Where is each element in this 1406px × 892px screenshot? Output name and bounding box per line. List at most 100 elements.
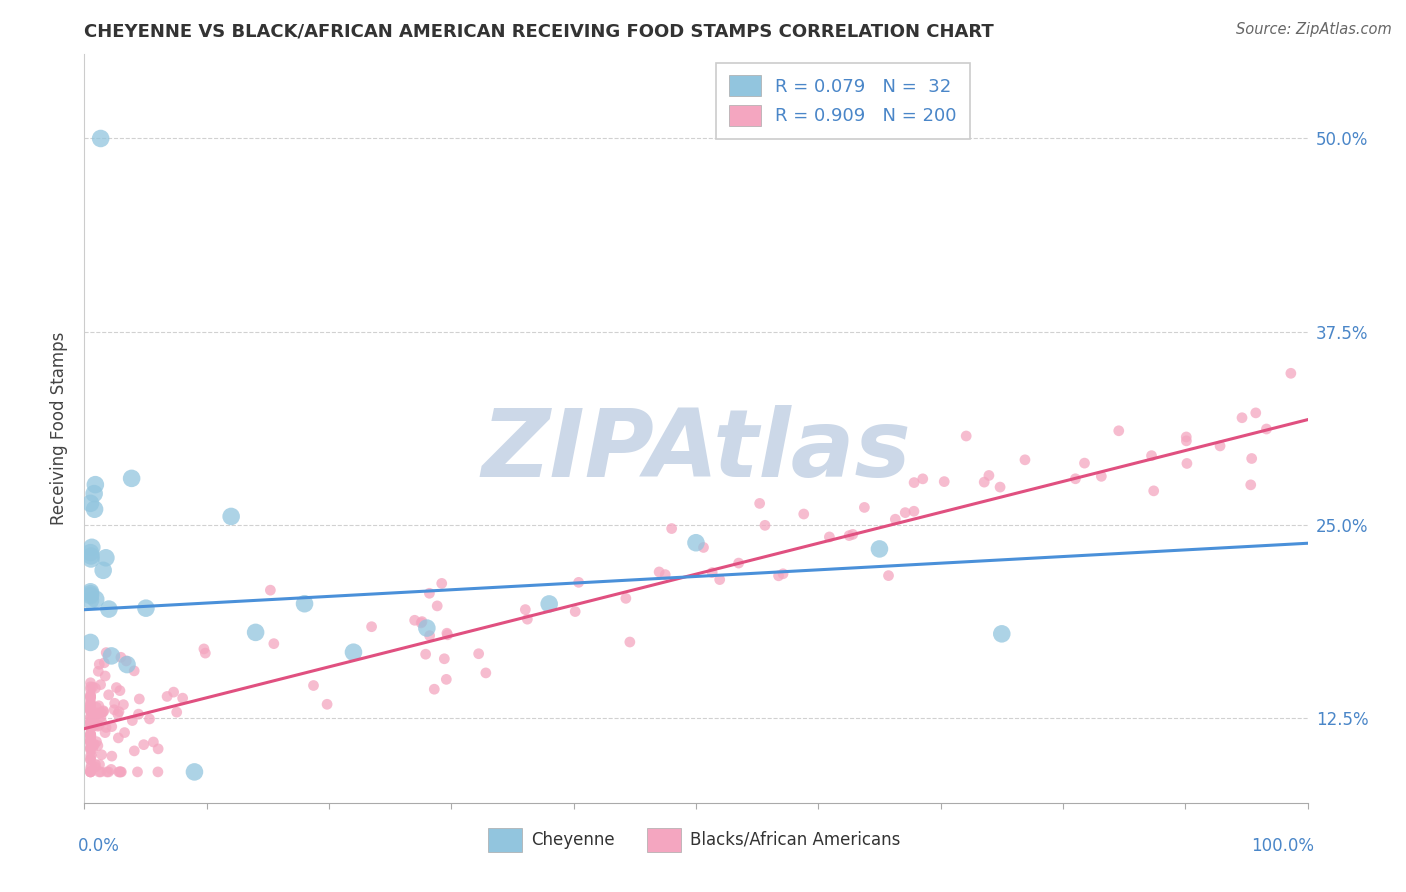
Point: [79, 593, 101, 607]
Point: [105, 681, 128, 695]
Point: [79, 764, 101, 779]
Point: [434, 673, 457, 687]
Point: [692, 541, 714, 555]
Point: [467, 647, 489, 661]
Point: [1014, 452, 1036, 467]
Point: [146, 764, 169, 779]
Point: [87, 665, 110, 679]
Point: [108, 764, 131, 779]
Point: [1140, 449, 1163, 463]
Point: [83, 710, 105, 724]
Point: [87, 698, 110, 713]
Point: [90, 678, 112, 692]
Text: 0.0%: 0.0%: [79, 837, 120, 855]
Point: [1209, 439, 1232, 453]
Point: [245, 625, 267, 640]
FancyBboxPatch shape: [647, 828, 682, 852]
Point: [79, 731, 101, 746]
Text: Blacks/African Americans: Blacks/African Americans: [690, 830, 900, 848]
Point: [1256, 422, 1278, 436]
Point: [302, 679, 325, 693]
Point: [124, 744, 146, 758]
Point: [79, 691, 101, 706]
Point: [122, 664, 145, 678]
Point: [768, 569, 790, 583]
Point: [436, 626, 458, 640]
Point: [475, 665, 498, 680]
Point: [538, 597, 561, 611]
Point: [83, 737, 105, 751]
Point: [79, 699, 101, 714]
Point: [90, 764, 112, 779]
Point: [127, 764, 149, 779]
Point: [911, 472, 934, 486]
Point: [1064, 472, 1087, 486]
Point: [87, 718, 110, 732]
Point: [1279, 367, 1302, 381]
Point: [988, 480, 1011, 494]
Point: [80, 541, 103, 555]
Point: [973, 475, 995, 489]
Point: [648, 565, 671, 579]
Point: [654, 567, 676, 582]
Point: [82, 716, 104, 731]
Point: [82, 706, 104, 721]
Point: [115, 654, 138, 668]
Point: [894, 506, 917, 520]
Point: [79, 702, 101, 716]
Point: [193, 641, 215, 656]
Point: [955, 429, 977, 443]
Point: [436, 628, 458, 642]
Point: [1090, 469, 1112, 483]
Point: [1240, 451, 1263, 466]
Point: [818, 530, 841, 544]
Point: [79, 743, 101, 757]
Point: [80, 549, 103, 563]
Point: [754, 518, 776, 533]
Point: [79, 728, 101, 742]
Point: [842, 527, 865, 541]
Point: [108, 705, 131, 719]
Point: [316, 698, 339, 712]
Point: [96, 646, 118, 660]
Point: [84, 707, 107, 722]
Point: [515, 602, 537, 616]
Point: [79, 703, 101, 717]
Point: [1230, 410, 1253, 425]
Point: [86, 700, 108, 714]
Point: [89, 764, 111, 779]
Point: [114, 725, 136, 739]
Point: [90, 131, 112, 145]
Point: [79, 546, 101, 560]
Point: [93, 656, 115, 670]
Point: [702, 566, 724, 580]
Point: [79, 698, 101, 712]
Point: [877, 568, 900, 582]
Point: [1175, 434, 1198, 448]
Point: [87, 706, 110, 721]
Point: [869, 541, 891, 556]
Point: [219, 509, 242, 524]
Point: [79, 584, 101, 599]
Point: [516, 612, 538, 626]
Point: [89, 657, 111, 672]
Point: [110, 650, 132, 665]
Text: Source: ZipAtlas.com: Source: ZipAtlas.com: [1236, 22, 1392, 37]
Point: [411, 615, 433, 630]
Point: [79, 720, 101, 734]
Point: [991, 627, 1014, 641]
Point: [79, 726, 101, 740]
Point: [259, 583, 281, 598]
Point: [84, 592, 107, 607]
Point: [86, 734, 108, 748]
Point: [79, 682, 101, 697]
Point: [79, 715, 101, 730]
Point: [79, 675, 101, 690]
Point: [84, 757, 107, 772]
Point: [97, 764, 120, 779]
Point: [79, 690, 101, 704]
Point: [107, 731, 129, 745]
Point: [79, 680, 101, 694]
Point: [94, 725, 117, 739]
Point: [121, 714, 143, 728]
